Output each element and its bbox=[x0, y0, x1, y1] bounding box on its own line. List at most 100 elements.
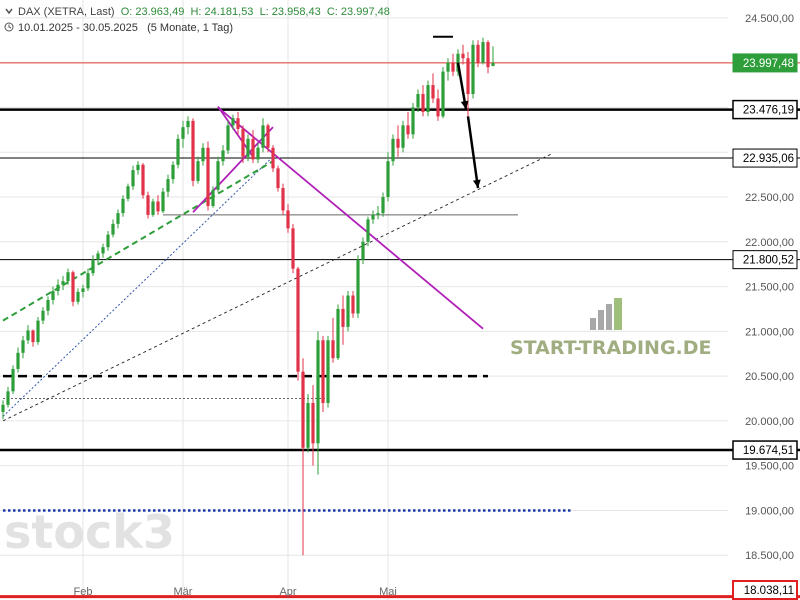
candle-body bbox=[76, 291, 80, 302]
candle-body bbox=[121, 198, 125, 214]
candle-body bbox=[391, 138, 395, 162]
candle-body bbox=[186, 120, 190, 128]
date-range: 10.01.2025 - 30.05.2025 bbox=[18, 22, 138, 34]
logo-bar bbox=[606, 304, 612, 330]
y-tick-label: 20.000,00 bbox=[745, 416, 794, 428]
candle-body bbox=[61, 281, 65, 285]
period: (5 Monate, 1 Tag) bbox=[147, 22, 234, 34]
arrow-line bbox=[466, 116, 480, 189]
candle-body bbox=[11, 368, 15, 392]
open-value: O: 23.963,49 bbox=[120, 6, 185, 18]
y-tick-label: 24.500,00 bbox=[745, 13, 794, 25]
candle-body bbox=[16, 352, 20, 369]
candle-body bbox=[236, 118, 240, 129]
candle-body bbox=[311, 402, 315, 444]
trendline bbox=[2, 160, 274, 322]
candle-body bbox=[261, 125, 265, 148]
clock-icon bbox=[4, 22, 14, 32]
candle-body bbox=[326, 340, 330, 403]
y-tick-label: 19.500,00 bbox=[745, 461, 794, 473]
level-price-label: 23.997,48 bbox=[743, 58, 794, 70]
close-value: C: 23.997,48 bbox=[326, 6, 390, 18]
candle-body bbox=[141, 164, 145, 196]
y-tick-label: 22.500,00 bbox=[745, 192, 794, 204]
candle-body bbox=[441, 71, 445, 117]
candle-body bbox=[131, 170, 135, 187]
candle-body bbox=[51, 291, 55, 300]
chevron-icon[interactable] bbox=[4, 6, 14, 16]
level-price-box bbox=[732, 53, 798, 73]
level-price-label: 19.674,51 bbox=[743, 445, 794, 457]
candle-body bbox=[106, 234, 110, 248]
candle-body bbox=[206, 147, 210, 206]
candle-body bbox=[231, 118, 235, 126]
candle-body bbox=[111, 223, 115, 235]
candle-body bbox=[81, 288, 85, 292]
candle-body bbox=[366, 219, 370, 242]
candle-body bbox=[191, 120, 195, 181]
candle-body bbox=[66, 272, 70, 282]
candle-body bbox=[351, 295, 355, 314]
candle-body bbox=[286, 210, 290, 229]
candle-body bbox=[26, 330, 30, 341]
candle-body bbox=[416, 94, 420, 108]
candle-body bbox=[161, 191, 165, 212]
candle-body bbox=[341, 308, 345, 327]
candle-body bbox=[491, 62, 495, 66]
candle-body bbox=[1, 404, 5, 412]
candle-body bbox=[356, 259, 360, 314]
logo-bar bbox=[614, 298, 622, 330]
candle-body bbox=[151, 201, 155, 215]
candle-body bbox=[201, 147, 205, 162]
candle-body bbox=[291, 228, 295, 269]
candle-body bbox=[321, 340, 325, 403]
candle-body bbox=[211, 189, 215, 206]
candle-body bbox=[411, 107, 415, 135]
chart-header-line2: 10.01.2025 - 30.05.2025 (5 Monate, 1 Tag… bbox=[4, 22, 233, 34]
candle-body bbox=[471, 44, 475, 95]
candle-body bbox=[91, 259, 95, 274]
candle-body bbox=[331, 340, 335, 359]
candle-body bbox=[126, 186, 130, 199]
candle-body bbox=[466, 58, 470, 95]
y-tick-label: 18.500,00 bbox=[745, 550, 794, 562]
x-tick-label: Apr bbox=[279, 586, 296, 598]
candle-body bbox=[181, 127, 185, 139]
candle-body bbox=[196, 161, 200, 181]
candle-body bbox=[346, 295, 350, 327]
candle-body bbox=[376, 213, 380, 215]
candle-body bbox=[446, 62, 450, 72]
y-tick-label: 20.500,00 bbox=[745, 371, 794, 383]
level-price-box bbox=[732, 99, 798, 120]
candle-body bbox=[6, 391, 10, 405]
stock3-watermark: stock3 bbox=[4, 505, 175, 559]
candle-body bbox=[71, 272, 75, 302]
candle-body bbox=[396, 138, 400, 148]
candle-body bbox=[176, 138, 180, 165]
candle-body bbox=[41, 310, 45, 321]
candle-body bbox=[306, 402, 310, 448]
level-price-box bbox=[732, 580, 798, 600]
candle-body bbox=[171, 164, 175, 180]
x-tick-label: Feb bbox=[74, 586, 93, 598]
level-price-label: 18.038,11 bbox=[744, 585, 794, 597]
start-trading-watermark: START-TRADING.DE bbox=[510, 337, 712, 359]
candle-body bbox=[386, 161, 390, 198]
candle-body bbox=[136, 164, 140, 171]
candle-body bbox=[56, 284, 60, 292]
candle-body bbox=[221, 150, 225, 162]
trendline bbox=[2, 156, 274, 417]
candle-body bbox=[156, 201, 160, 212]
candle-body bbox=[316, 340, 320, 444]
x-tick-label: Mär bbox=[174, 586, 193, 598]
candle-body bbox=[36, 320, 40, 343]
candle-body bbox=[241, 128, 245, 157]
candle-body bbox=[381, 197, 385, 214]
candle-body bbox=[166, 179, 170, 192]
candle-body bbox=[21, 340, 25, 353]
candle-body bbox=[421, 94, 425, 112]
candle-body bbox=[301, 371, 305, 448]
candle-body bbox=[256, 147, 260, 160]
candle-body bbox=[226, 125, 230, 151]
